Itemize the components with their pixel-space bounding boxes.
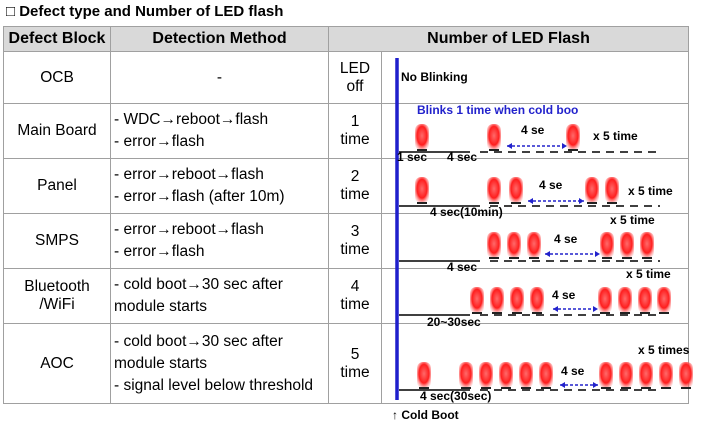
- column-header: Number of LED Flash: [328, 26, 689, 52]
- flash-cell: 3 time: [328, 213, 382, 269]
- method-cell: - error→reboot→flash - error→flash: [110, 213, 329, 269]
- method-cell: - error→reboot→flash - error→flash (after…: [110, 158, 329, 214]
- flash-count: 1 time: [340, 113, 370, 148]
- method-line: - error→reboot→flash: [114, 221, 264, 238]
- table-row: Main Board - WDC→reboot→flash - error→flas…: [3, 103, 689, 159]
- block-name: OCB: [40, 68, 74, 86]
- block-cell: OCB: [3, 51, 111, 104]
- block-name: AOC: [40, 354, 74, 372]
- flash-count: 3 time: [340, 223, 370, 258]
- cold-boot-label: ↑ Cold Boot: [392, 408, 459, 422]
- column-header: Detection Method: [110, 26, 329, 52]
- flash-cell: 4 time: [328, 268, 382, 324]
- method-line: - signal level below threshold: [114, 376, 314, 394]
- block-cell: SMPS: [3, 213, 111, 269]
- flash-count: 4 time: [340, 278, 370, 313]
- method-cell: -: [110, 51, 329, 104]
- table-row: AOC - cold boot→30 sec after module starts…: [3, 323, 689, 404]
- method-line: module starts: [114, 354, 208, 372]
- method-cell: - cold boot→30 sec after module starts - s…: [110, 323, 329, 404]
- table-row: Bluetooth /WiFi - cold boot→30 sec after m…: [3, 268, 689, 324]
- flash-cell: 1 time: [328, 103, 382, 159]
- block-cell: AOC: [3, 323, 111, 404]
- method-line: - cold boot→30 sec after: [114, 332, 283, 350]
- method-line: -: [216, 68, 223, 86]
- flash-count: 5 time: [340, 345, 370, 381]
- flash-cell: 5 time: [328, 323, 382, 404]
- flash-cell: LED off: [328, 51, 382, 104]
- block-name: Panel: [37, 177, 77, 194]
- block-cell: Main Board: [3, 103, 111, 159]
- method-line: - WDC→reboot→flash: [114, 111, 269, 128]
- block-cell: Bluetooth /WiFi: [3, 268, 111, 324]
- diagram-cell: [381, 51, 689, 104]
- flash-count: 2 time: [340, 168, 370, 203]
- flash-count: LED off: [339, 59, 371, 95]
- table-row: SMPS - error→reboot→flash - error→flash 3 t…: [3, 213, 689, 269]
- header-row: Defect Block Detection Method Number of …: [3, 26, 689, 52]
- diagram-cell: [381, 213, 689, 269]
- diagram-cell: [381, 323, 689, 404]
- method-line: - error→flash: [114, 243, 205, 260]
- diagram-cell: [381, 158, 689, 214]
- method-line: - cold boot→30 sec after: [114, 276, 283, 293]
- block-cell: Panel: [3, 158, 111, 214]
- method-line: module starts: [114, 298, 208, 315]
- defect-table: Defect Block Detection Method Number of …: [3, 26, 689, 404]
- table-row: OCB - LED off: [3, 51, 689, 104]
- column-header: Defect Block: [3, 26, 111, 52]
- block-name: SMPS: [35, 232, 79, 249]
- method-line: - error→flash (after 10m): [114, 188, 285, 205]
- method-cell: - WDC→reboot→flash - error→flash: [110, 103, 329, 159]
- method-cell: - cold boot→30 sec after module starts: [110, 268, 329, 324]
- flash-cell: 2 time: [328, 158, 382, 214]
- diagram-cell: [381, 268, 689, 324]
- table-row: Panel - error→reboot→flash - error→flash (…: [3, 158, 689, 214]
- diagram-cell: [381, 103, 689, 159]
- block-name: Bluetooth /WiFi: [24, 278, 90, 313]
- block-name: Main Board: [17, 122, 97, 139]
- method-line: - error→reboot→flash: [114, 166, 264, 183]
- method-line: - error→flash: [114, 133, 205, 150]
- title: □ Defect type and Number of LED flash: [6, 3, 284, 20]
